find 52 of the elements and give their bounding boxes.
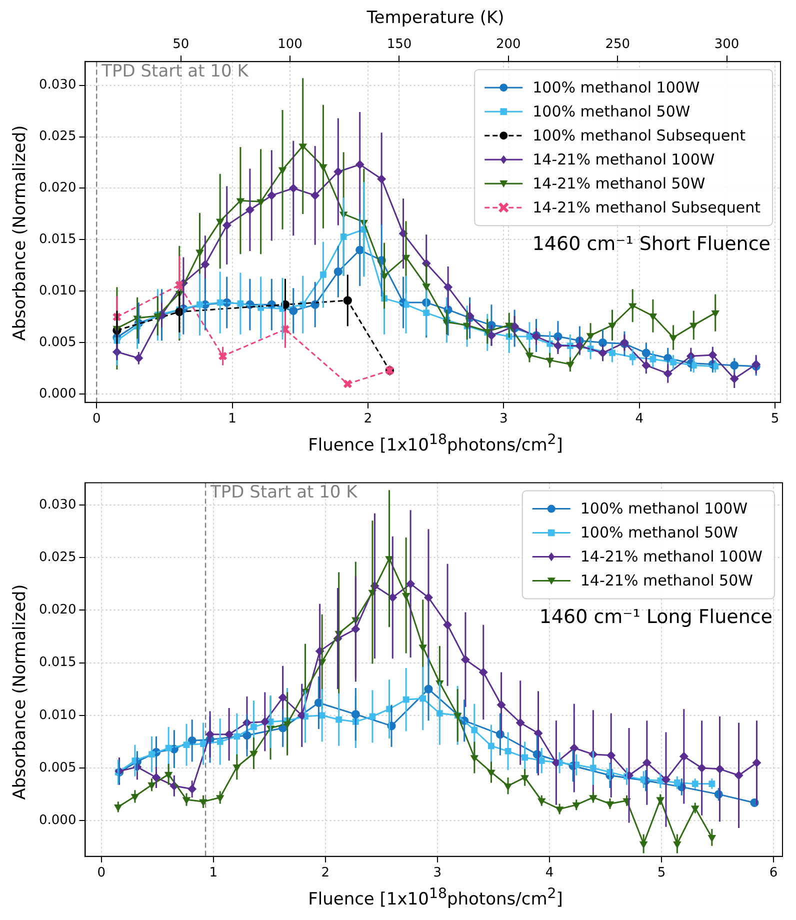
legend-label: 100% methanol Subsequent [532, 126, 746, 144]
legend-label: 100% methanol 100W [532, 78, 700, 96]
legend-label: 100% methanol 100W [580, 500, 748, 518]
x2-tick-label: 300 [714, 37, 740, 52]
y-tick-label: 0.025 [39, 550, 76, 565]
y-tick-label: 0.025 [39, 129, 76, 144]
x2-tick-label: 100 [278, 37, 302, 52]
legend-label: 14-21% methanol 100W [532, 150, 715, 168]
annotation: 1460 cm⁻¹ Short Fluence [532, 233, 770, 256]
y-tick-label: 0.020 [39, 180, 76, 196]
x2-tick-label: 50 [172, 37, 190, 52]
x-tick-label: 4 [635, 412, 644, 427]
x2-tick-label: 150 [386, 37, 412, 52]
x-tick-label: 1 [209, 866, 218, 881]
x-tick-label: 6 [769, 866, 778, 881]
y-axis-title: Absorbance (Normalized) [10, 125, 30, 341]
y-tick-label: 0.010 [39, 708, 76, 723]
x2-axis-title: Temperature (K) [366, 8, 506, 28]
x-tick-label: 1 [228, 412, 236, 427]
y-tick-label: 0.015 [39, 655, 76, 670]
legend-label: 14-21% methanol 50W [580, 572, 754, 590]
x-axis-title: Fluence [1x10$^{18}$photons/cm$^{2}$] [307, 886, 564, 910]
y-tick-label: 0.000 [39, 386, 76, 402]
y-tick-label: 0.005 [39, 760, 76, 776]
legend-label: 14-21% methanol 50W [532, 174, 706, 192]
y-tick-label: 0.000 [39, 812, 76, 828]
x-tick-label: 0 [97, 866, 106, 881]
annotation: 1460 cm⁻¹ Long Fluence [539, 606, 772, 628]
y-tick-label: 0.030 [39, 78, 76, 93]
x-axis-title: Fluence [1x10$^{18}$photons/cm$^{2}$] [307, 432, 564, 456]
x-tick-label: 4 [545, 866, 554, 881]
legend-label: 100% methanol 50W [532, 102, 690, 120]
ref-line-label: TPD Start at 10 K [100, 62, 250, 82]
x-tick-label: 0 [92, 412, 101, 427]
y-axis-title: Absorbance (Normalized) [10, 584, 30, 800]
x-tick-label: 2 [364, 412, 372, 427]
x2-tick-label: 200 [496, 37, 521, 52]
x-tick-label: 5 [770, 412, 780, 427]
y-tick-label: 0.005 [39, 335, 76, 350]
x-tick-label: 3 [433, 866, 442, 881]
x-tick-label: 5 [657, 866, 666, 881]
y-tick-label: 0.030 [39, 497, 76, 512]
y-tick-label: 0.020 [39, 602, 76, 618]
y-tick-label: 0.015 [39, 232, 76, 248]
x-tick-label: 3 [500, 412, 508, 427]
y-tick-label: 0.010 [39, 284, 76, 299]
x-tick-label: 2 [321, 866, 330, 881]
legend-label: 100% methanol 50W [580, 524, 738, 542]
ref-line-label: TPD Start at 10 K [210, 482, 358, 503]
legend-label: 14-21% methanol 100W [580, 548, 763, 566]
legend-label: 14-21% methanol Subsequent [532, 198, 761, 216]
x2-tick-label: 250 [605, 37, 630, 52]
